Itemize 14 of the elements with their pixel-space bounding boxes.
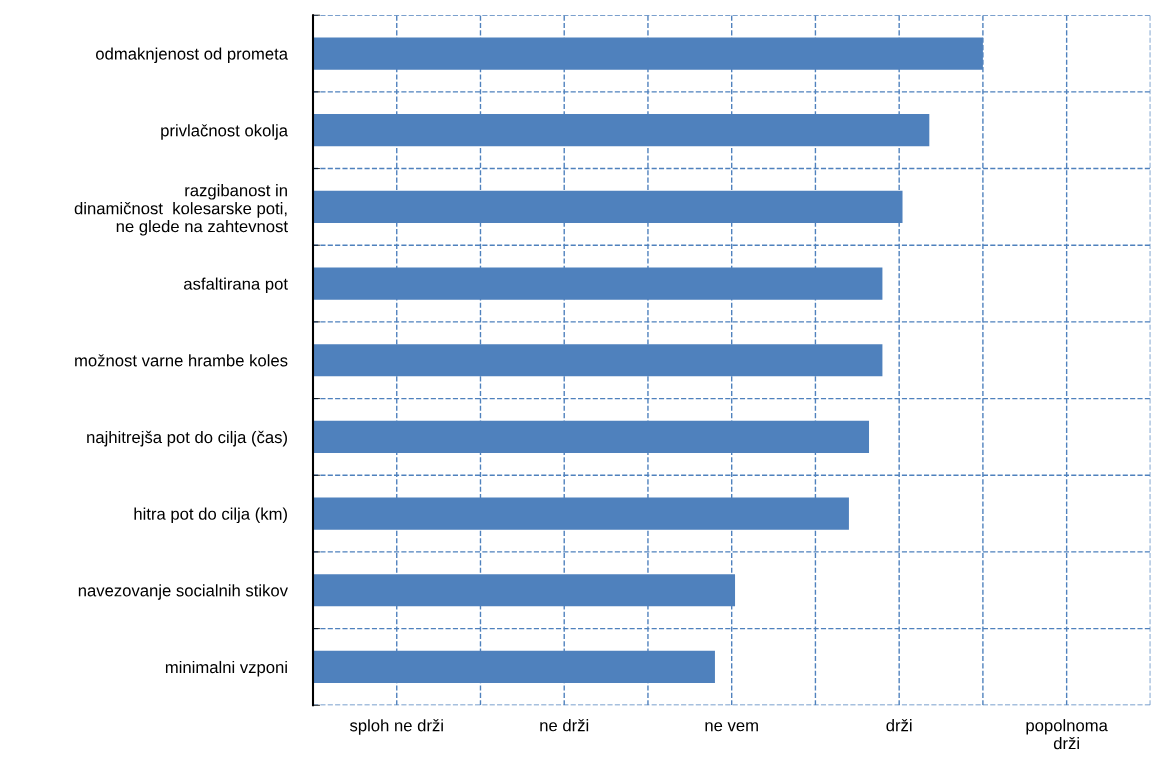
text: ne drži — [540, 719, 589, 732]
y-tick-label: možnost varne hrambe koles — [75, 354, 288, 367]
y-tick-label: minimalni vzponi — [165, 660, 287, 677]
y-tick-label: razgibanost in dinamičnost kolesarske poti, ne glede na zahtevnost — [74, 184, 288, 236]
y-tick-label: najhitrejša pot do cilja (čas) — [87, 430, 287, 447]
y-tick-label: privlačnost okolja — [161, 124, 289, 140]
y-tick-label: hitra pot do cilja (km) — [134, 507, 287, 524]
text: sploh ne drži — [349, 719, 443, 735]
text: ne vem — [705, 722, 758, 732]
text: drži — [886, 719, 912, 732]
y-tick-label: asfaltirana pot — [184, 277, 288, 294]
y-tick-label: odmaknjenost od prometa — [96, 47, 289, 64]
text: popolnoma drži — [1026, 719, 1108, 750]
y-tick-label: navezovanje socialnih stikov — [78, 584, 288, 600]
